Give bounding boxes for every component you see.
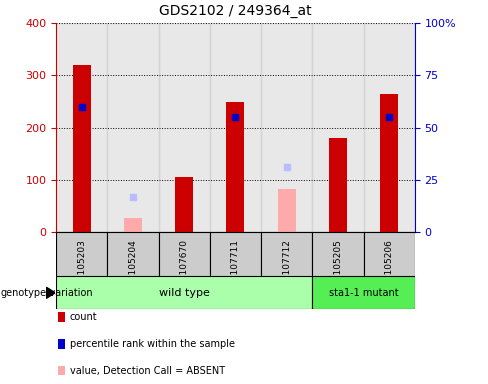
Bar xyxy=(364,232,415,276)
Bar xyxy=(261,23,312,232)
Text: sta1-1 mutant: sta1-1 mutant xyxy=(329,288,398,298)
Bar xyxy=(159,23,210,232)
Text: count: count xyxy=(70,312,98,322)
Bar xyxy=(73,65,91,232)
Bar xyxy=(107,232,159,276)
Bar xyxy=(261,232,312,276)
Bar xyxy=(56,232,107,276)
Bar xyxy=(210,23,261,232)
Bar xyxy=(107,23,159,232)
Text: GSM105206: GSM105206 xyxy=(385,239,394,294)
Text: value, Detection Call = ABSENT: value, Detection Call = ABSENT xyxy=(70,366,225,376)
Bar xyxy=(124,218,142,232)
Text: GSM105204: GSM105204 xyxy=(128,239,138,294)
Bar xyxy=(159,232,210,276)
Bar xyxy=(312,232,364,276)
Bar xyxy=(226,101,244,232)
Bar xyxy=(364,23,415,232)
Bar xyxy=(58,339,65,349)
Bar xyxy=(56,276,312,309)
Title: GDS2102 / 249364_at: GDS2102 / 249364_at xyxy=(159,4,312,18)
Bar xyxy=(58,312,65,322)
Text: genotype/variation: genotype/variation xyxy=(1,288,94,298)
Text: GSM105205: GSM105205 xyxy=(333,239,343,294)
Text: GSM107670: GSM107670 xyxy=(180,239,189,294)
Bar xyxy=(329,138,347,232)
Text: GSM107711: GSM107711 xyxy=(231,239,240,294)
Bar xyxy=(58,366,65,376)
Bar xyxy=(56,23,107,232)
Text: wild type: wild type xyxy=(159,288,210,298)
Text: GSM107712: GSM107712 xyxy=(282,239,291,294)
Text: GSM105203: GSM105203 xyxy=(77,239,86,294)
Bar xyxy=(278,189,296,232)
Bar xyxy=(312,23,364,232)
Text: percentile rank within the sample: percentile rank within the sample xyxy=(70,339,235,349)
Polygon shape xyxy=(46,287,55,298)
Bar xyxy=(380,94,398,232)
Bar xyxy=(175,177,193,232)
Bar xyxy=(312,276,415,309)
Bar xyxy=(210,232,261,276)
